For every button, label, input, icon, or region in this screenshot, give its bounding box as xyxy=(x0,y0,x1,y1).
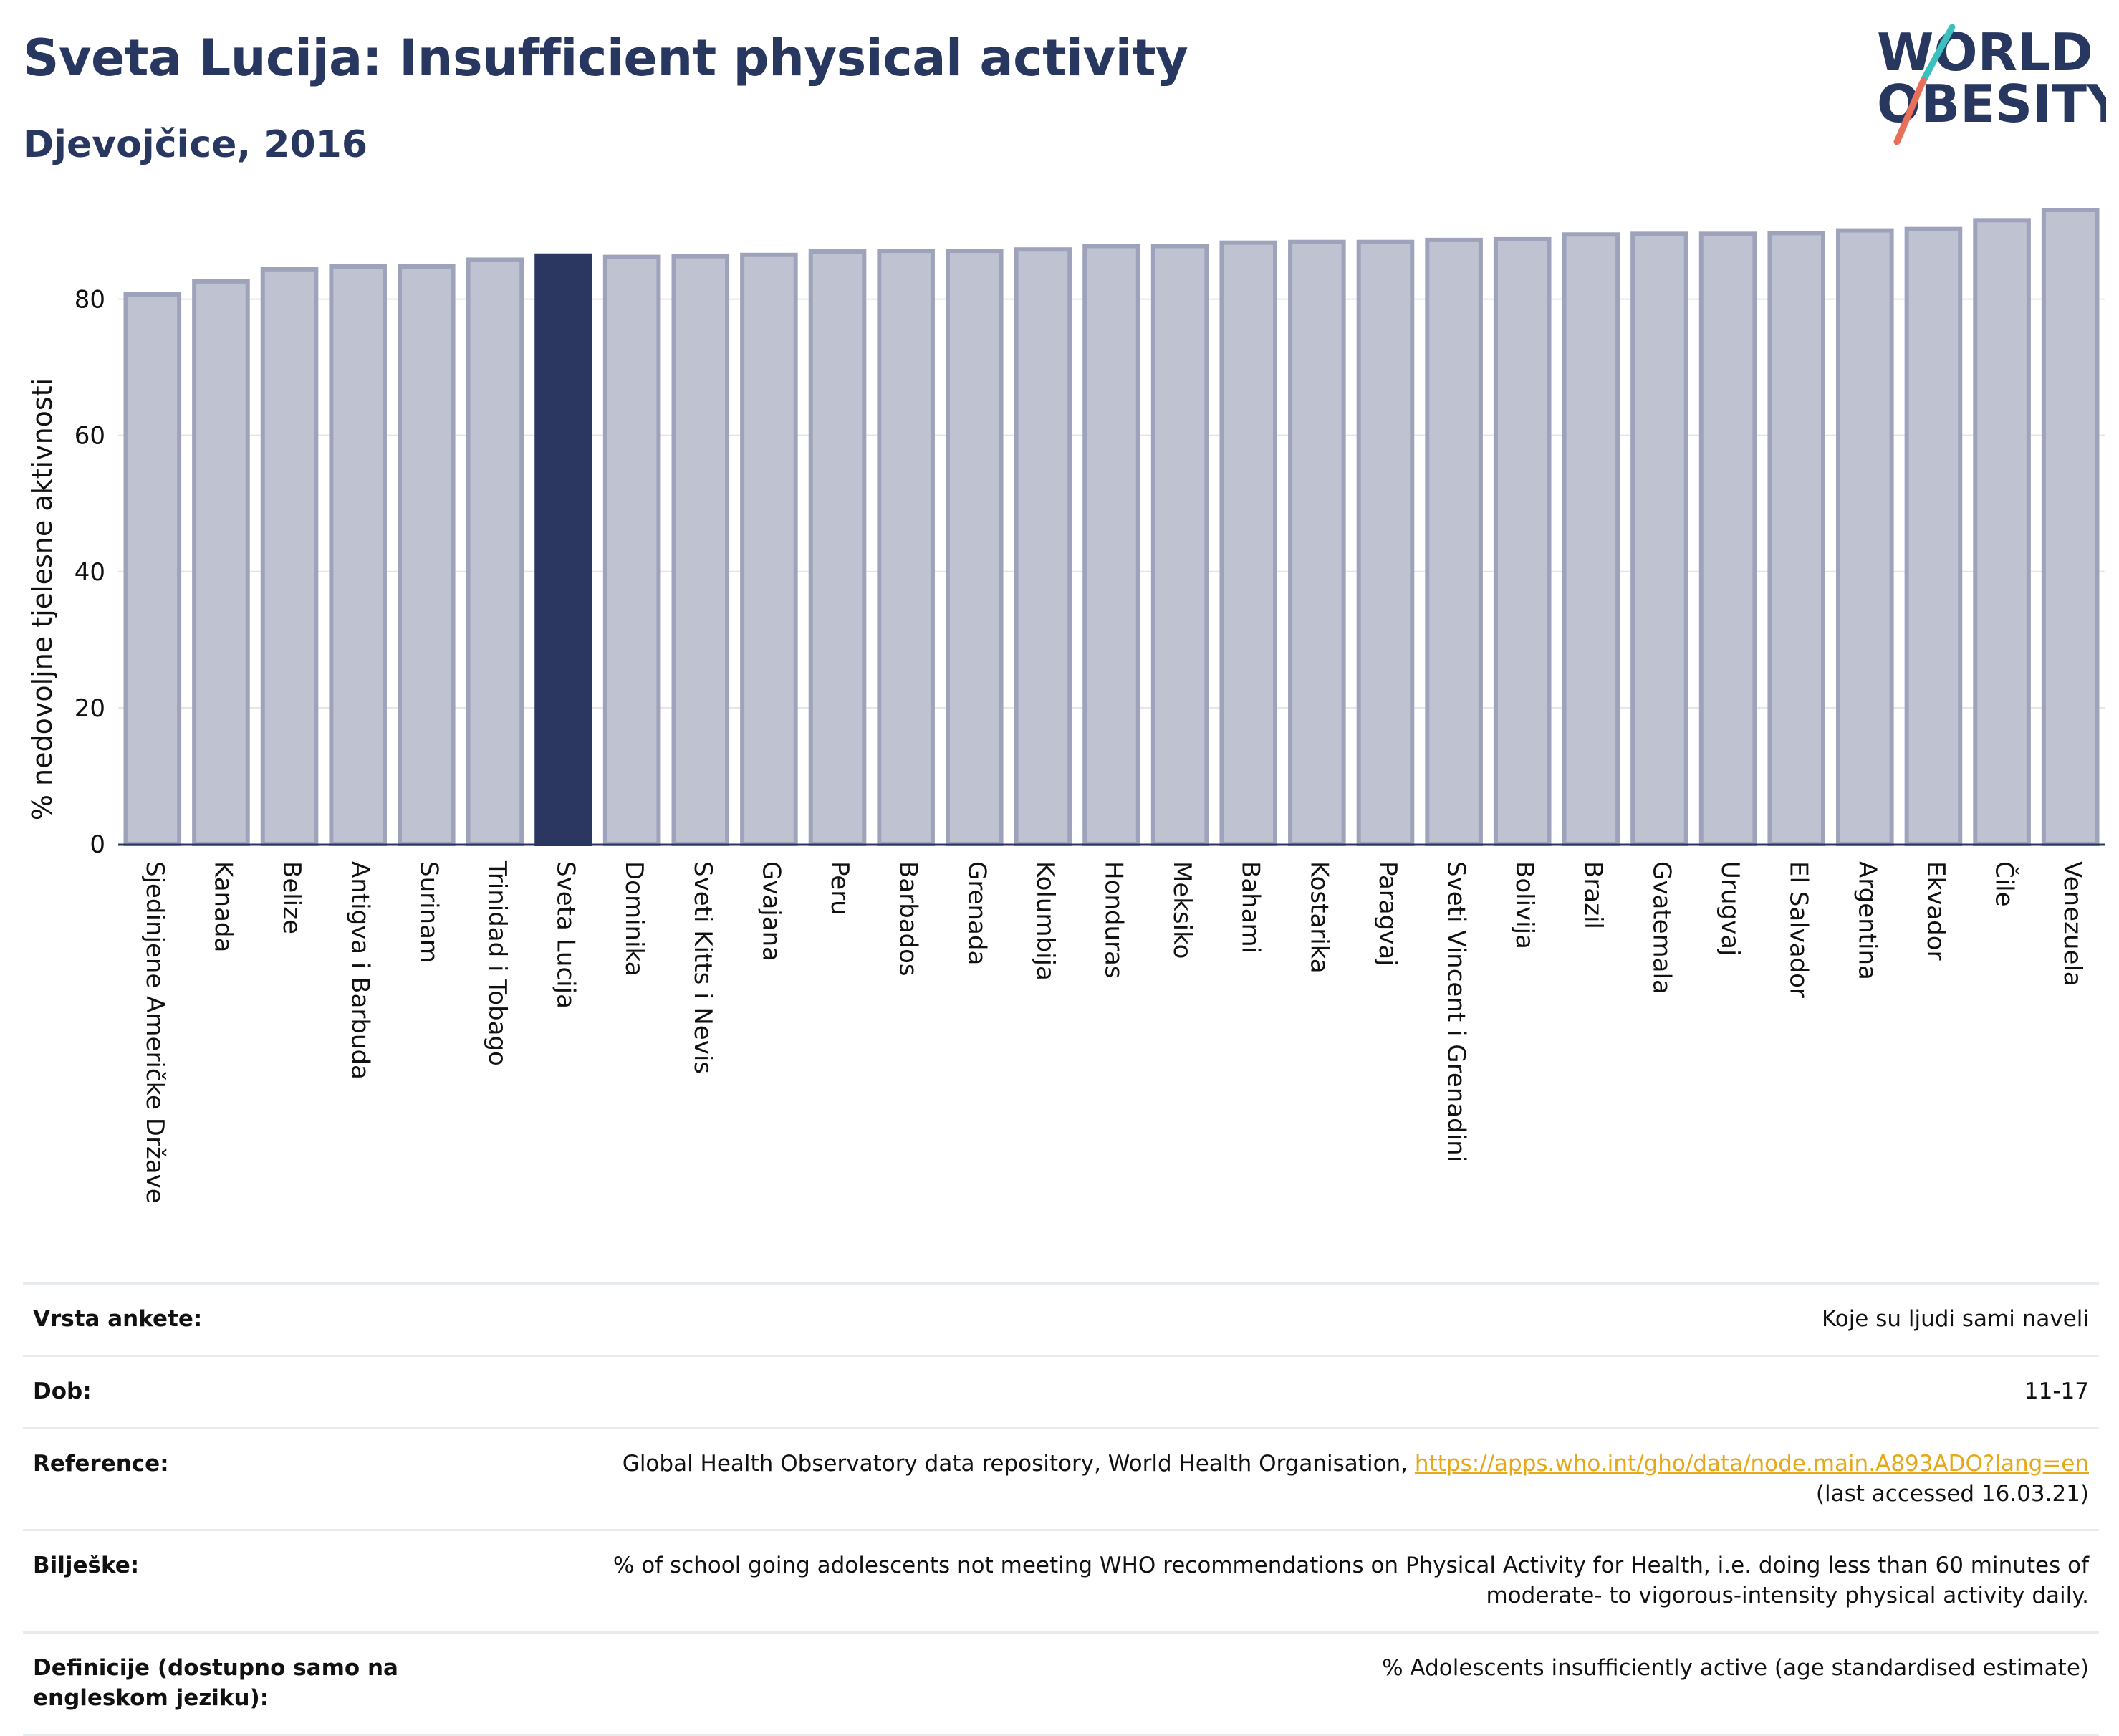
page-title: Sveta Lucija: Insufficient physical acti… xyxy=(23,29,1188,87)
y-tick-label: 20 xyxy=(75,694,105,723)
bar-gvajana xyxy=(740,252,798,846)
x-tick-label: Meksiko xyxy=(1168,861,1196,959)
x-tick-label: Honduras xyxy=(1100,861,1128,979)
x-tick-label: Antigva i Barbuda xyxy=(346,861,375,1080)
bar-paragvaj xyxy=(1356,239,1415,846)
age-label: Dob: xyxy=(23,1354,530,1429)
x-tick-label: Bahami xyxy=(1236,861,1265,954)
bar-surinam xyxy=(398,264,456,847)
x-tick-label: Sveti Vincent i Grenadini xyxy=(1442,861,1471,1162)
bar-argentina xyxy=(1836,228,1894,846)
x-tick-label: Kanada xyxy=(208,861,237,952)
bar-honduras xyxy=(1082,244,1140,847)
bar-bolivija xyxy=(1493,236,1552,847)
y-tick-label: 40 xyxy=(75,558,105,587)
reference-label: Reference: xyxy=(23,1426,530,1532)
info-row-notes: Bilješke: % of school going adolescents … xyxy=(23,1529,2099,1634)
x-tick-label: Dominika xyxy=(620,861,648,976)
reference-accessed: (last accessed 16.03.21) xyxy=(1815,1480,2089,1507)
logo-text-world: WORLD xyxy=(1877,22,2093,82)
x-tick-label: Ekvador xyxy=(1921,861,1950,961)
x-tick-label: Sjedinjene Američke Države xyxy=(140,861,169,1204)
bar-grenada xyxy=(945,249,1004,847)
bar-čile xyxy=(1973,218,2031,847)
age-value: 11-17 xyxy=(530,1354,2099,1429)
bar-gvatemala xyxy=(1630,231,1688,846)
world-obesity-logo: WORLD OBESITY xyxy=(1877,22,2106,145)
logo-coral-stroke xyxy=(1893,77,1927,145)
notes-label: Bilješke: xyxy=(23,1529,530,1634)
x-tick-label: Brazil xyxy=(1579,861,1608,929)
bar-chart: 0 20 40 60 80 Sjedinjene Američke Države Kana… xyxy=(27,208,2105,1204)
x-tick-label: Grenada xyxy=(962,861,991,965)
reference-link[interactable]: https://apps.who.int/gho/data/node.main.… xyxy=(1414,1450,2089,1477)
x-tick-label: Belize xyxy=(277,861,306,934)
definitions-value: % Adolescents insufficiently active (age… xyxy=(530,1631,2099,1736)
bar-el-salvador xyxy=(1767,231,1825,847)
bar-brazil xyxy=(1562,232,1620,847)
x-tick-label: Kolumbija xyxy=(1031,861,1060,981)
x-tick-label: Surinam xyxy=(414,861,443,963)
bar-urugvaj xyxy=(1698,231,1757,846)
y-tick-label: 80 xyxy=(75,286,105,315)
survey-type-label: Vrsta ankete: xyxy=(23,1282,530,1357)
info-row-reference: Reference: Global Health Observatory dat… xyxy=(23,1426,2099,1532)
x-tick-label: Peru xyxy=(825,861,854,916)
y-axis-title: % nedovoljne tjelesne aktivnosti xyxy=(27,378,58,820)
x-tick-label: Sveti Kitts i Nevis xyxy=(688,861,717,1074)
bar-bahami xyxy=(1219,240,1278,847)
info-row-survey-type: Vrsta ankete: Koje su ljudi sami naveli xyxy=(23,1282,2099,1357)
bar-belize xyxy=(260,267,319,846)
page-subtitle: Djevojčice, 2016 xyxy=(23,123,368,166)
y-tick-label: 60 xyxy=(75,422,105,451)
x-tick-label: Argentina xyxy=(1853,861,1881,980)
bar-sjedinjene-američke-države xyxy=(123,292,182,846)
reference-text: Global Health Observatory data repositor… xyxy=(622,1450,1415,1477)
bar-meksiko xyxy=(1150,244,1209,847)
info-row-definitions: Definicije (dostupno samo na engleskom j… xyxy=(23,1631,2099,1736)
definitions-label: Definicije (dostupno samo na engleskom j… xyxy=(23,1631,530,1736)
info-table: Vrsta ankete: Koje su ljudi sami naveli … xyxy=(23,1282,2099,1736)
x-tick-label: Venezuela xyxy=(2058,861,2087,987)
x-axis: Sjedinjene Američke Države Kanada Belize An… xyxy=(118,843,2105,1204)
x-tick-label: Bolivija xyxy=(1510,861,1539,949)
x-tick-label: Paragvaj xyxy=(1373,861,1402,967)
bars xyxy=(123,208,2100,847)
y-axis: 0 20 40 60 80 xyxy=(75,286,105,859)
logo-teal-stroke xyxy=(1920,24,1956,84)
x-tick-label: Sveta Lucija xyxy=(552,861,580,1009)
bar-kolumbija xyxy=(1014,247,1072,846)
bar-sveti-kitts-i-nevis xyxy=(671,254,730,846)
x-tick-label: Gvajana xyxy=(756,861,785,961)
bar-sveta-lucija xyxy=(534,253,592,847)
survey-type-value: Koje su ljudi sami naveli xyxy=(530,1282,2099,1357)
x-tick-label: Urugvaj xyxy=(1716,861,1744,956)
info-row-age: Dob: 11-17 xyxy=(23,1354,2099,1429)
bar-trinidad-i-tobago xyxy=(466,257,524,846)
x-tick-label: Gvatemala xyxy=(1647,861,1676,994)
bar-kanada xyxy=(192,279,250,847)
bar-peru xyxy=(808,249,867,846)
notes-value: % of school going adolescents not meetin… xyxy=(530,1529,2099,1634)
x-tick-label: Kostarika xyxy=(1304,861,1333,974)
bar-sveti-vincent-i-grenadini xyxy=(1425,237,1483,846)
bar-venezuela xyxy=(2041,208,2100,847)
bar-kostarika xyxy=(1288,239,1346,846)
x-tick-label: Trinidad i Tobago xyxy=(483,860,511,1066)
x-tick-label: Barbados xyxy=(894,861,923,977)
bar-antigva-i-barbuda xyxy=(329,264,387,847)
y-tick-label: 0 xyxy=(90,830,105,859)
reference-value: Global Health Observatory data repositor… xyxy=(530,1426,2099,1532)
bar-ekvador xyxy=(1904,226,1963,846)
x-tick-label: Čile xyxy=(1990,861,2019,907)
bar-dominika xyxy=(602,254,661,847)
bar-barbados xyxy=(877,249,935,847)
x-tick-label: El Salvador xyxy=(1784,861,1813,998)
